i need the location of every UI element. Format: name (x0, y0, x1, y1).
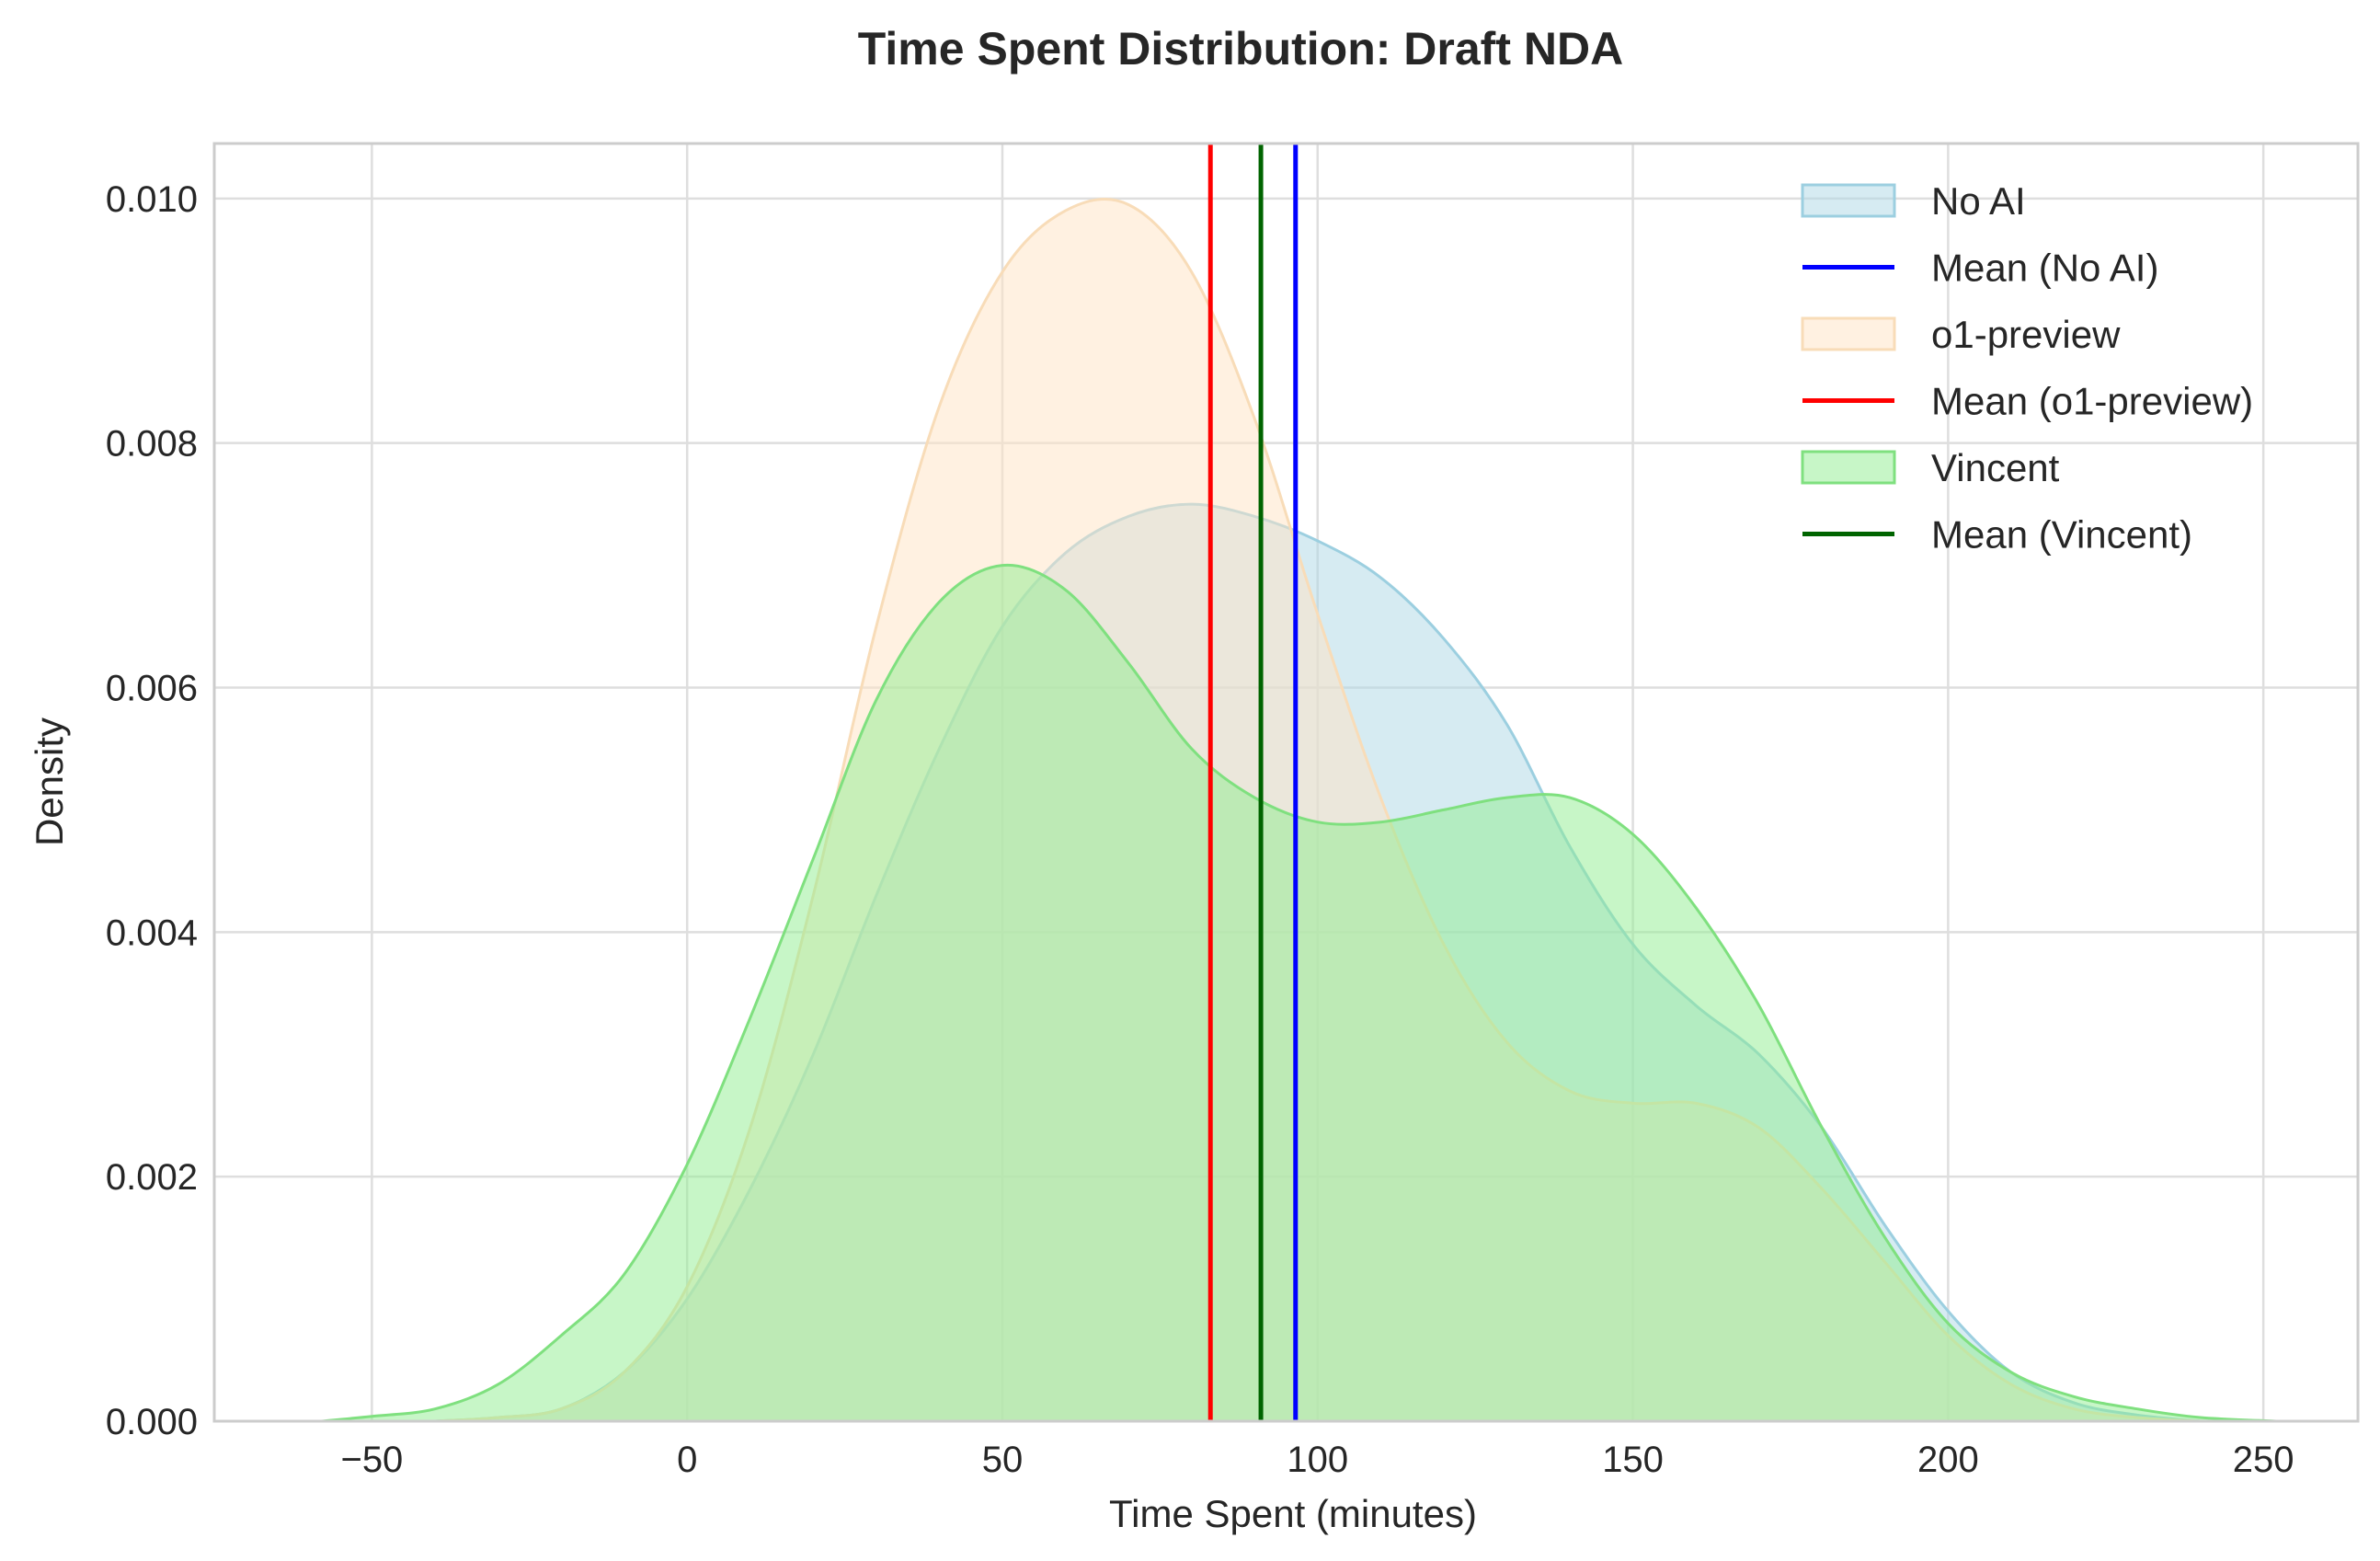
y-tick-label: 0.006 (106, 668, 198, 708)
y-tick-label: 0.004 (106, 912, 198, 953)
x-tick-label: 100 (1287, 1440, 1348, 1480)
x-axis: −50 0 50 100 150 200 250 (340, 1440, 2294, 1480)
mean-lines (1207, 143, 1299, 1421)
y-axis-label: Density (28, 717, 71, 846)
plot-frame (212, 142, 2360, 1423)
legend-swatch-vincent (1801, 450, 1896, 485)
legend-label-o1-preview: o1-preview (1931, 313, 2121, 356)
legend: No AI Mean (No AI) o1-preview Mean (o1-prev… (1801, 179, 2253, 557)
y-tick-label: 0.010 (106, 179, 198, 220)
legend-label-vincent: Vincent (1931, 446, 2060, 489)
legend-label-mean-no-ai: Mean (No AI) (1931, 247, 2158, 290)
x-tick-label: 150 (1602, 1440, 1664, 1480)
density-curve-vincent (321, 563, 2276, 1423)
x-tick-label: 200 (1917, 1440, 1979, 1480)
legend-swatch-o1-preview (1801, 316, 1896, 351)
x-tick-label: 250 (2233, 1440, 2294, 1480)
y-axis: 0.000 0.002 0.004 0.006 0.008 0.010 (106, 179, 198, 1442)
y-tick-label: 0.000 (106, 1402, 198, 1442)
x-tick-label: −50 (340, 1440, 403, 1480)
legend-label-mean-vincent: Mean (Vincent) (1931, 513, 2192, 557)
y-tick-label: 0.008 (106, 424, 198, 465)
y-tick-label: 0.002 (106, 1157, 198, 1198)
legend-swatch-no-ai (1801, 183, 1896, 218)
legend-label-mean-o1-preview: Mean (o1-preview) (1931, 380, 2253, 423)
density-area-vincent (321, 565, 2276, 1421)
density-areas (321, 198, 2276, 1423)
chart-title: Time Spent Distribution: Draft NDA (858, 23, 1623, 75)
x-axis-label: Time Spent (minutes) (1109, 1492, 1477, 1535)
legend-label-no-ai: No AI (1931, 179, 2026, 223)
x-tick-label: 50 (982, 1440, 1024, 1480)
x-tick-label: 0 (677, 1440, 697, 1480)
